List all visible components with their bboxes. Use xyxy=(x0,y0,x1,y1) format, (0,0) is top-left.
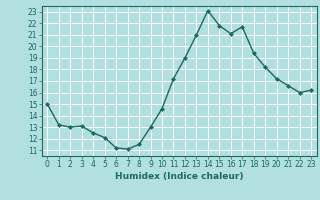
X-axis label: Humidex (Indice chaleur): Humidex (Indice chaleur) xyxy=(115,172,244,181)
